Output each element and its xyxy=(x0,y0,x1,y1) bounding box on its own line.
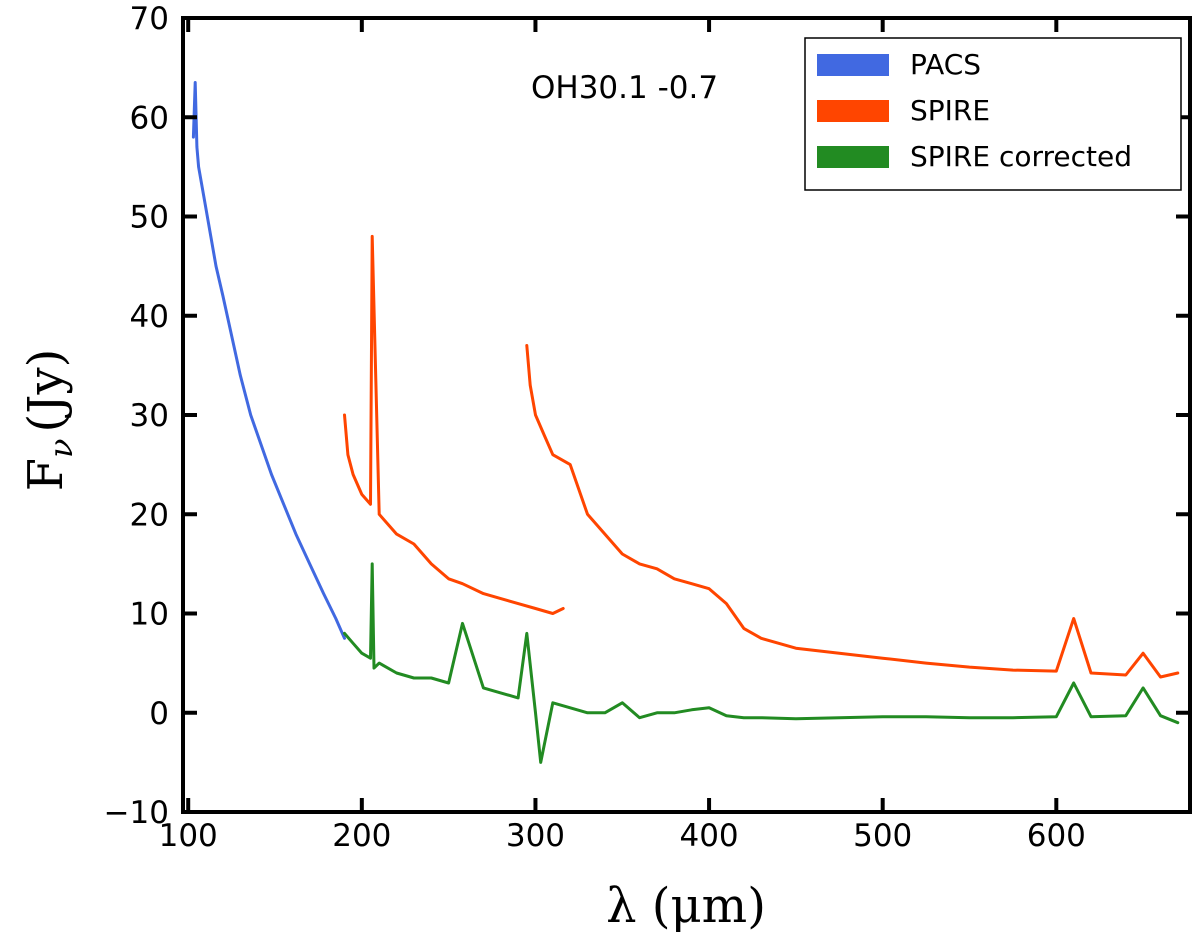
y-tick-label: 30 xyxy=(130,398,169,434)
series-line-spire-corrected xyxy=(343,562,1180,764)
y-axis-label: Fν(Jy) xyxy=(18,349,80,492)
x-axis-label: λ (μm) xyxy=(606,878,766,934)
plot-frame xyxy=(181,16,1192,814)
x-tick-label: 200 xyxy=(332,818,391,854)
chart-annotation: OH30.1 -0.7 xyxy=(531,70,718,106)
y-tick-label: 50 xyxy=(130,200,169,236)
legend-swatch xyxy=(817,100,889,122)
y-tick-label: 70 xyxy=(130,1,169,37)
y-tick-label: 0 xyxy=(149,696,169,732)
series-layer xyxy=(191,81,1180,764)
ticks-layer: 100 200 300 400 500 600 −10 0 10 20 30 40 50 60 70 xyxy=(104,1,1190,854)
series-line-spire xyxy=(343,234,1180,679)
y-tick-label: 40 xyxy=(130,299,169,335)
x-tick-label: 300 xyxy=(506,818,565,854)
legend-swatch xyxy=(817,146,889,168)
series-line-pacs xyxy=(191,81,346,640)
y-tick-label: −10 xyxy=(104,795,169,831)
x-tick-label: 400 xyxy=(679,818,738,854)
legend: PACS SPIRE SPIRE corrected xyxy=(804,37,1182,191)
x-tick-label: 500 xyxy=(853,818,912,854)
legend-label: SPIRE corrected xyxy=(910,140,1132,173)
legend-swatch xyxy=(817,54,889,76)
legend-label: SPIRE xyxy=(910,94,990,127)
x-tick-label: 100 xyxy=(159,818,218,854)
x-tick-label: 600 xyxy=(1027,818,1086,854)
y-tick-label: 60 xyxy=(130,100,169,136)
y-tick-label: 10 xyxy=(130,597,169,633)
y-tick-label: 20 xyxy=(130,497,169,533)
legend-label: PACS xyxy=(910,48,981,81)
